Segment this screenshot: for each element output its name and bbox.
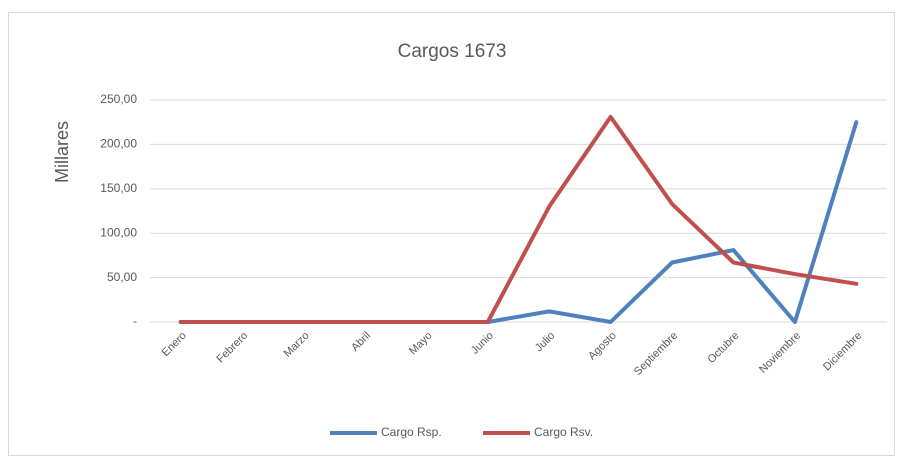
y-tick-label: - bbox=[133, 314, 137, 328]
y-tick-label: 200,00 bbox=[100, 137, 137, 151]
chart-title: Cargos 1673 bbox=[398, 41, 507, 62]
y-tick-label: 250,00 bbox=[100, 92, 137, 106]
chart-border bbox=[8, 12, 895, 456]
legend-label: Cargo Rsv. bbox=[534, 425, 593, 439]
y-axis-title: Millares bbox=[52, 121, 72, 183]
series-line bbox=[178, 114, 859, 324]
y-tick-label: 100,00 bbox=[100, 225, 137, 239]
y-tick-label: 150,00 bbox=[100, 181, 137, 195]
legend-label: Cargo Rsp. bbox=[381, 425, 442, 439]
y-tick-label: 50,00 bbox=[107, 270, 137, 284]
